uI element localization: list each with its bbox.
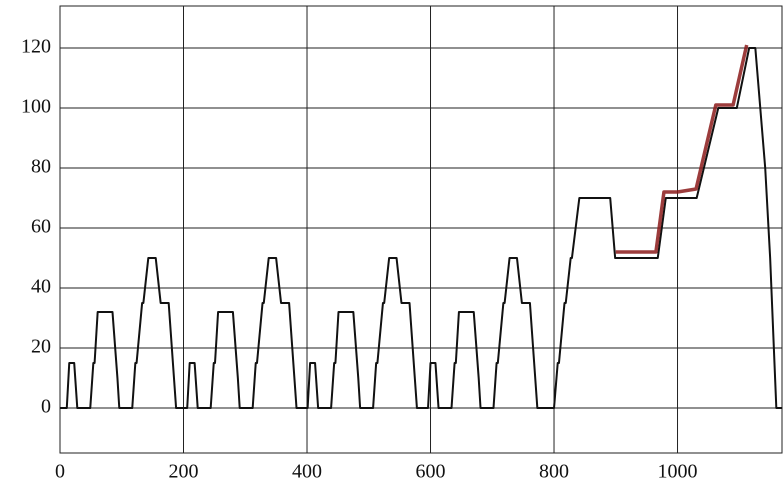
y-tick-label: 0 xyxy=(41,396,51,418)
x-tick-label: 400 xyxy=(292,461,322,483)
x-tick-label: 200 xyxy=(169,461,199,483)
y-tick-label: 40 xyxy=(31,276,51,298)
x-tick-label: 1000 xyxy=(658,461,698,483)
x-tick-label: 600 xyxy=(416,461,446,483)
x-tick-label: 800 xyxy=(539,461,569,483)
y-tick-label: 120 xyxy=(21,36,51,58)
grid xyxy=(59,5,783,454)
data-line xyxy=(615,44,749,254)
x-tick-label: 0 xyxy=(55,461,65,483)
y-tick-label: 20 xyxy=(31,336,51,358)
plot-area xyxy=(60,44,783,409)
plot-frame xyxy=(59,5,783,454)
tick-labels: 0 20 40 60 80 100 120 0 200 400 600 800 1000 xyxy=(21,36,698,483)
y-tick-label: 80 xyxy=(31,156,51,178)
data-line xyxy=(60,47,783,409)
y-tick-label: 60 xyxy=(31,216,51,238)
y-tick-label: 100 xyxy=(21,96,51,118)
